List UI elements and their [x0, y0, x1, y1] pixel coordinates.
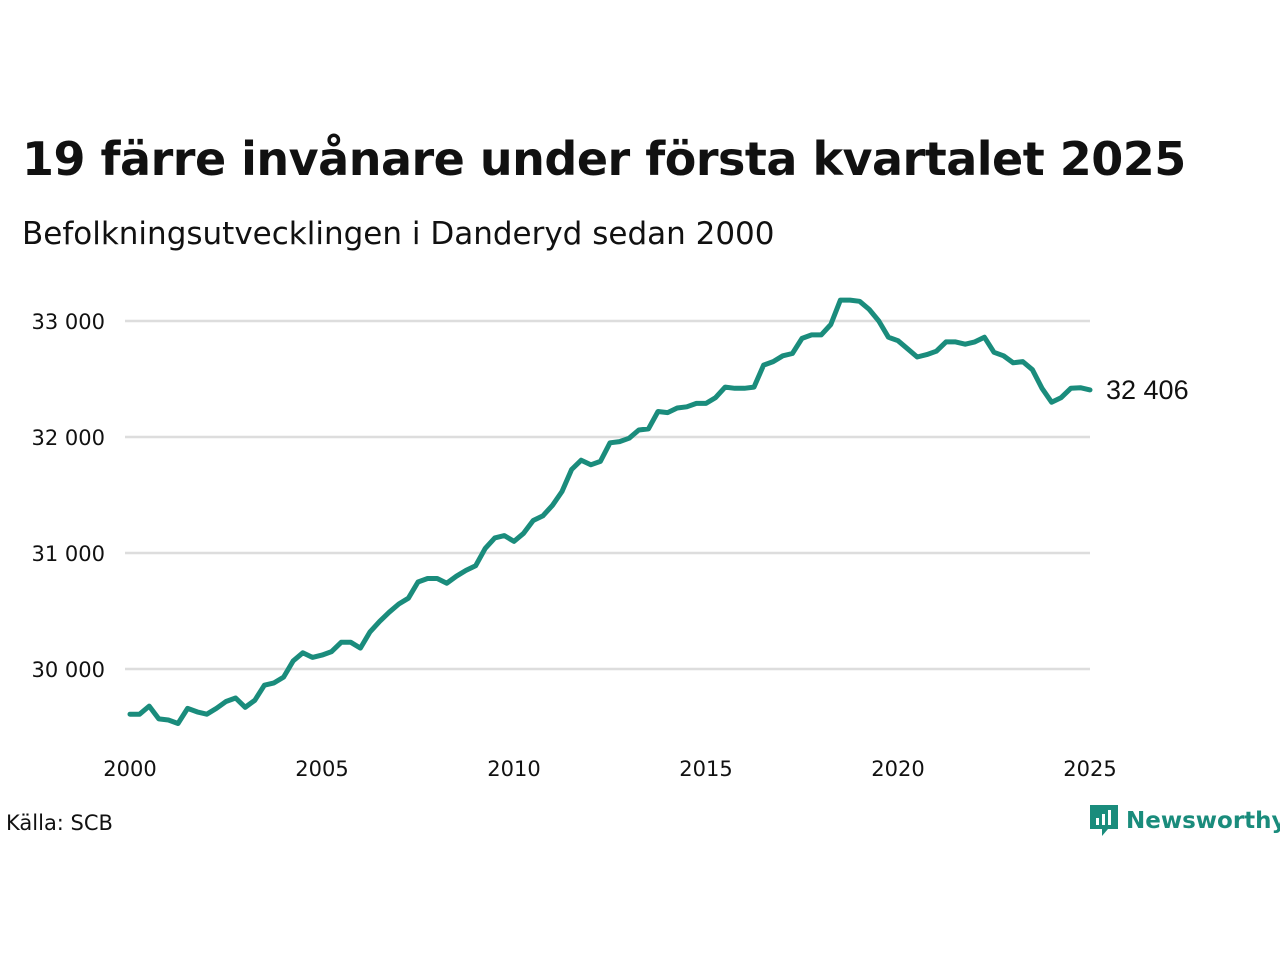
y-tick-label: 30 000 — [32, 658, 105, 682]
y-tick-label: 33 000 — [32, 310, 105, 334]
x-tick-label: 2020 — [871, 757, 924, 781]
chart-title: 19 färre invånare under första kvartalet… — [22, 132, 1186, 186]
x-tick-label: 2005 — [295, 757, 348, 781]
y-tick-label: 32 000 — [32, 426, 105, 450]
logo-text: Newsworthy — [1126, 808, 1280, 834]
x-tick-label: 2000 — [103, 757, 156, 781]
source-note: Källa: SCB — [6, 811, 113, 835]
x-tick-label: 2025 — [1063, 757, 1116, 781]
x-tick-label: 2010 — [487, 757, 540, 781]
series-line-0 — [127, 297, 1093, 726]
x-tick-label: 2015 — [679, 757, 732, 781]
y-tick-label: 31 000 — [32, 542, 105, 566]
newsworthy-logo[interactable]: Newsworthy — [1088, 803, 1280, 839]
newsworthy-logo-icon — [1090, 805, 1118, 836]
chart-subtitle: Befolkningsutvecklingen i Danderyd sedan… — [22, 216, 775, 252]
end-value-label: 32 406 — [1106, 375, 1189, 405]
